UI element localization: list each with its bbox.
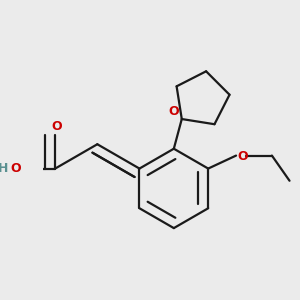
Text: O: O [51, 120, 62, 133]
Text: O: O [169, 105, 179, 118]
Text: O: O [237, 150, 248, 164]
Text: H: H [0, 162, 8, 175]
Text: O: O [10, 162, 21, 175]
